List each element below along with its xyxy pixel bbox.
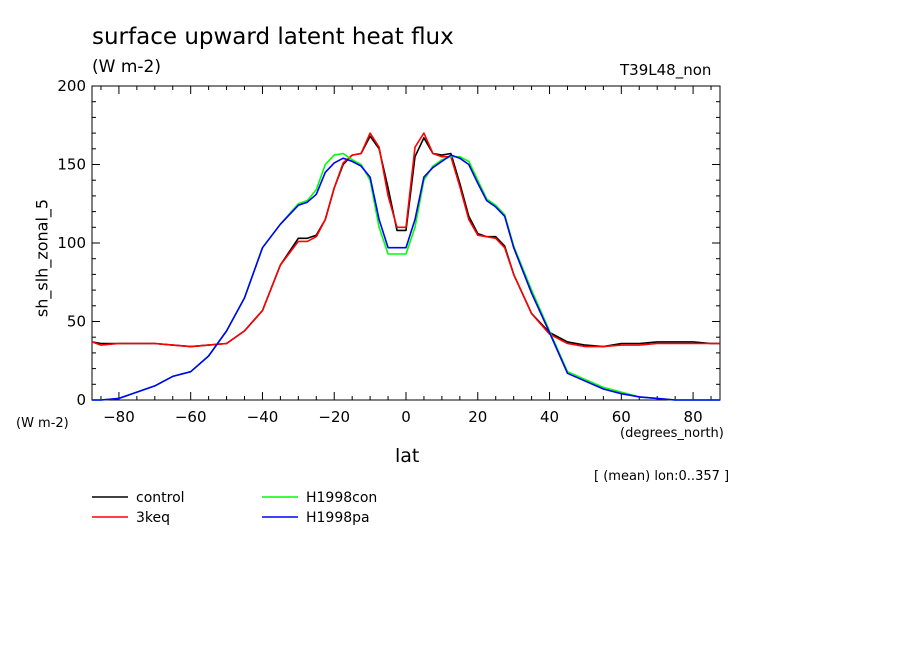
series-line-control — [91, 135, 720, 348]
chart-title: surface upward latent heat flux — [92, 24, 454, 50]
x-axis-label: lat — [395, 445, 420, 467]
plot-frame — [91, 85, 721, 401]
x-tick-label: 80 — [684, 408, 703, 426]
y-tick-label: 200 — [57, 77, 86, 95]
y-tick-label: 50 — [67, 313, 86, 331]
x-tick-label: −40 — [247, 408, 279, 426]
legend-label-control: control — [136, 490, 185, 506]
legend-label-3keq: 3keq — [136, 510, 170, 526]
units-label: (W m-2) — [92, 57, 161, 77]
y-unit-label: (W m-2) — [16, 416, 69, 431]
x-tick-label: 20 — [468, 408, 487, 426]
legend-label-h1998con: H1998con — [306, 490, 377, 506]
y-tick-label: 100 — [57, 234, 86, 252]
y-tick-label: 0 — [76, 391, 86, 409]
x-tick-label: −80 — [103, 408, 135, 426]
series-line-3keq — [91, 132, 720, 348]
x-unit-label: (degrees_north) — [620, 426, 724, 441]
run-label: T39L48_non — [620, 61, 712, 79]
legend-label-h1998pa: H1998pa — [306, 510, 370, 526]
x-tick-label: −60 — [175, 408, 207, 426]
y-tick-label: 150 — [57, 156, 86, 174]
x-tick-label: −20 — [318, 408, 350, 426]
x-tick-label: 60 — [612, 408, 631, 426]
series-line-h1998pa — [92, 154, 720, 401]
series-line-h1998con — [92, 152, 720, 401]
x-tick-label: 40 — [540, 408, 559, 426]
mean-note: [ (mean) lon:0..357 ] — [594, 469, 730, 484]
x-tick-label: 0 — [401, 408, 411, 426]
